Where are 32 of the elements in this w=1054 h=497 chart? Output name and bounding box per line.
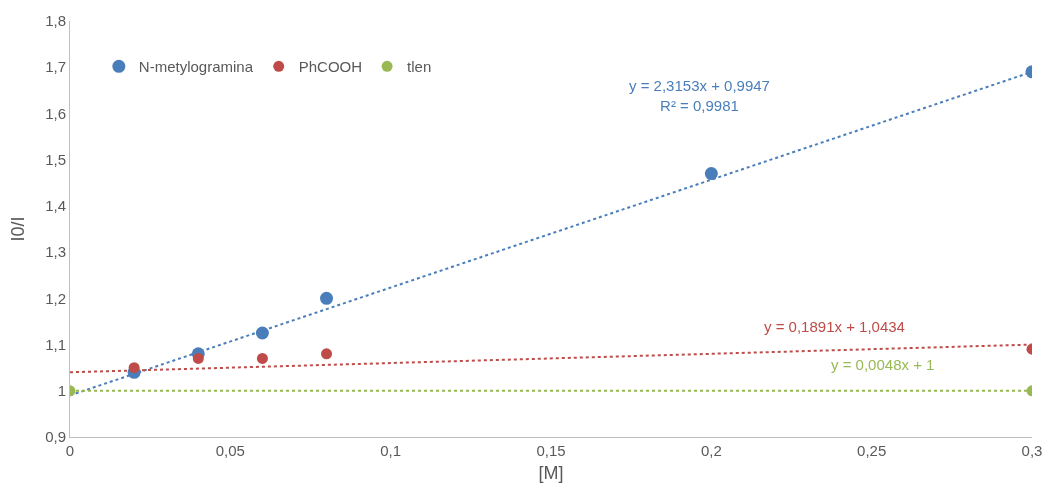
point [704, 167, 718, 181]
x-tick-label: 0 [65, 442, 75, 459]
annotation: y = 2,3153x + 0,9947 R² = 0,9981 [629, 77, 770, 114]
y-tick-label: 1 [57, 382, 66, 400]
y-tick-label: 1,8 [45, 12, 66, 30]
y-tick-label: 1,2 [45, 289, 66, 307]
point [128, 362, 140, 374]
y-tick-label: 1,1 [45, 335, 66, 353]
annotation: y = 0,0048x + 1 [831, 356, 935, 373]
x-tick-label: 0,2 [700, 442, 722, 459]
x-axis-title: [M] [538, 463, 564, 484]
point [192, 352, 204, 364]
x-tick-label: 0,05 [215, 442, 245, 459]
legend-label: PhCOOH [298, 58, 363, 76]
y-tick-label: 1,6 [45, 104, 66, 122]
y-tick-label: 1,3 [45, 243, 66, 261]
legend-label: N-metylogramina [138, 58, 254, 76]
point [255, 326, 269, 340]
y-tick-label: 0,9 [45, 428, 66, 446]
x-tick-label: 0,1 [380, 442, 402, 459]
y-tick-label: 1,5 [45, 150, 66, 168]
annotation: y = 0,1891x + 1,0434 [764, 318, 905, 335]
x-tick-label: 0,3 [1021, 442, 1043, 459]
y-axis-title: I0/I [8, 216, 29, 242]
point [256, 352, 268, 364]
legend-label: tlen [407, 58, 432, 76]
point [320, 291, 334, 305]
y-tick-label: 1,4 [45, 197, 66, 215]
x-tick-label: 0,15 [536, 442, 566, 459]
point [321, 348, 333, 360]
y-tick-label: 1,7 [45, 58, 66, 76]
x-tick-label: 0,25 [857, 442, 887, 459]
